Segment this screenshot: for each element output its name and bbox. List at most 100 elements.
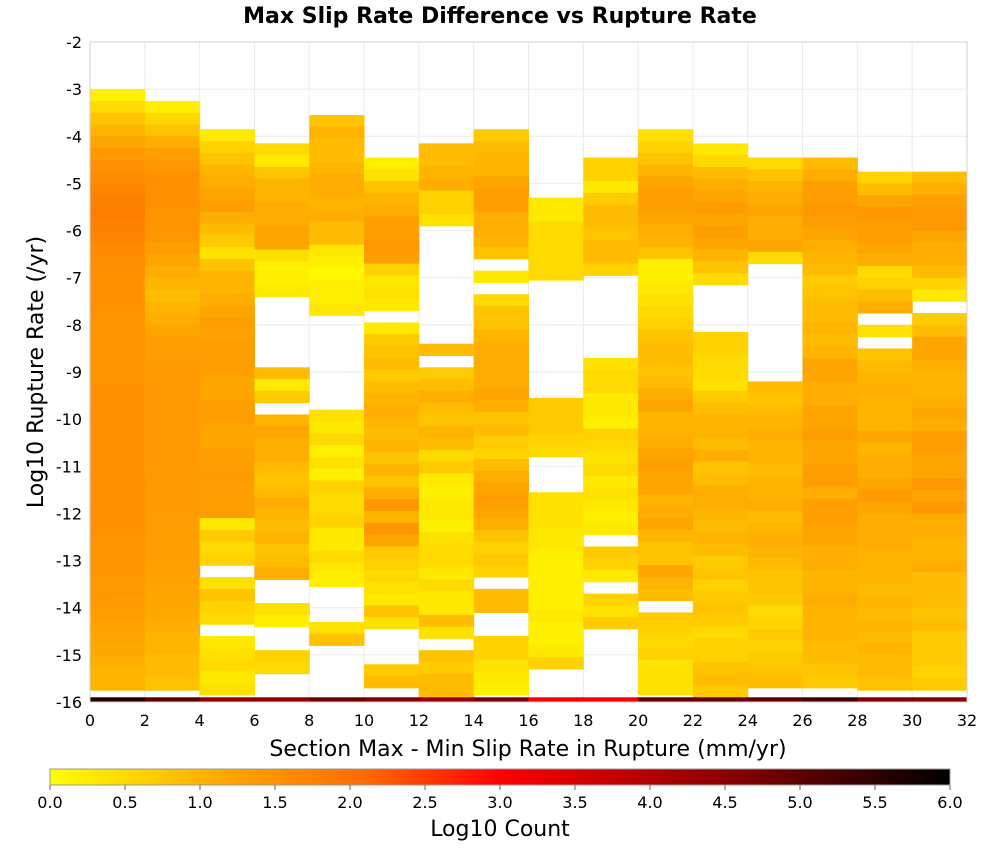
heatmap-cell — [912, 643, 968, 656]
heatmap-cell — [857, 195, 913, 208]
heatmap-cell — [309, 480, 365, 493]
heatmap-cell — [802, 322, 858, 335]
heatmap-cell — [912, 560, 968, 573]
heatmap-cell — [638, 364, 694, 378]
heatmap-cell — [912, 171, 968, 184]
heatmap-cell — [90, 466, 146, 479]
heatmap-cell — [912, 395, 968, 408]
heatmap-cell — [144, 277, 201, 290]
heatmap-cell — [857, 419, 913, 432]
heatmap-cell — [802, 546, 858, 559]
heatmap-cell — [199, 471, 255, 484]
x-tick-label: 28 — [847, 711, 867, 730]
y-tick-label: -15 — [56, 646, 82, 665]
heatmap-cell — [418, 343, 475, 356]
heatmap-cell — [912, 607, 968, 620]
heatmap-cell — [144, 478, 201, 491]
heatmap-cell — [364, 428, 420, 441]
heatmap-cell — [418, 555, 475, 569]
heatmap-cell — [473, 376, 529, 389]
heatmap-cell — [638, 494, 694, 507]
heatmap-cell — [144, 195, 201, 208]
heatmap-cell — [364, 169, 420, 182]
heatmap-cell — [912, 654, 968, 668]
heatmap-cell — [144, 136, 201, 149]
x-tick-label: 4 — [195, 711, 205, 730]
heatmap-cell — [692, 591, 749, 604]
heatmap-cell — [90, 654, 146, 668]
heatmap-cell — [638, 423, 694, 437]
heatmap-cell — [254, 214, 310, 227]
heatmap-cell — [692, 155, 749, 168]
heatmap-cell — [364, 546, 420, 559]
heatmap-cell — [857, 360, 913, 373]
heatmap-cell — [583, 240, 639, 253]
heatmap-cell — [857, 478, 913, 491]
heatmap-cell-bottom — [90, 697, 146, 702]
heatmap-cell — [583, 216, 639, 229]
heatmap-cell — [144, 654, 201, 668]
heatmap-cell — [912, 324, 968, 338]
heatmap-cell — [144, 584, 201, 597]
heatmap-cell — [364, 228, 420, 241]
heatmap-cell — [692, 190, 749, 203]
heatmap-cell — [583, 381, 639, 394]
heatmap-cell — [528, 610, 584, 623]
heatmap-cell — [747, 570, 804, 583]
x-axis-ticks: 0 2 4 6 8 10 12 14 16 18 20 22 24 26 28 30 32 — [85, 711, 977, 730]
heatmap-cell — [473, 141, 529, 154]
heatmap-cell — [309, 150, 365, 163]
heatmap-cell — [638, 565, 694, 578]
heatmap-cell — [583, 463, 639, 477]
heatmap-cell — [90, 265, 146, 279]
heatmap-cell — [364, 240, 420, 253]
heatmap-cell — [473, 353, 529, 366]
heatmap-cell — [912, 195, 968, 208]
y-tick-label: -14 — [56, 599, 82, 618]
heatmap-cell — [747, 416, 804, 430]
heatmap-cell — [254, 555, 310, 569]
heatmap-cell — [747, 228, 804, 241]
heatmap-cell — [309, 456, 365, 470]
heatmap-cell — [583, 169, 639, 182]
heatmap-cell-bottom — [254, 697, 310, 702]
heatmap-cell — [199, 306, 255, 319]
heatmap-cell — [309, 468, 365, 481]
plot-border — [89, 41, 968, 703]
heatmap-cell — [802, 192, 858, 206]
heatmap-cell — [912, 548, 968, 562]
heatmap-cell — [802, 499, 858, 512]
heatmap-cell — [747, 169, 804, 182]
heatmap-cell — [638, 294, 694, 307]
heatmap-cell-bottom — [857, 697, 913, 702]
heatmap-cell — [418, 567, 475, 580]
heatmap-cell — [418, 532, 475, 545]
heatmap-cell — [199, 636, 255, 649]
heatmap-cell — [912, 313, 968, 326]
heatmap-cell — [692, 414, 749, 427]
heatmap-cell — [583, 511, 639, 524]
heatmap-cell — [638, 152, 694, 166]
heatmap-cell — [418, 155, 475, 168]
heatmap-cell — [802, 440, 858, 453]
heatmap-cell — [528, 433, 584, 446]
heatmap-cell — [802, 240, 858, 253]
heatmap-cell — [254, 166, 310, 180]
heatmap-cell — [254, 273, 310, 286]
heatmap-cell — [692, 532, 749, 545]
heatmap-cell — [692, 390, 749, 404]
heatmap-cell — [144, 619, 201, 632]
heatmap-cell — [638, 577, 694, 590]
heatmap-cell — [90, 430, 146, 444]
heatmap-cell — [144, 666, 201, 679]
heatmap-cell — [583, 475, 639, 488]
heatmap-cell — [857, 383, 913, 397]
colorbar-tick-label: 6.0 — [937, 793, 962, 812]
heatmap-cell — [473, 518, 529, 531]
heatmap-cell — [692, 603, 749, 616]
heatmap-cell — [473, 659, 529, 672]
heatmap-cell — [528, 256, 584, 269]
heatmap-cell — [747, 251, 804, 265]
x-tick-label: 16 — [518, 711, 538, 730]
heatmap-cell — [90, 171, 146, 184]
